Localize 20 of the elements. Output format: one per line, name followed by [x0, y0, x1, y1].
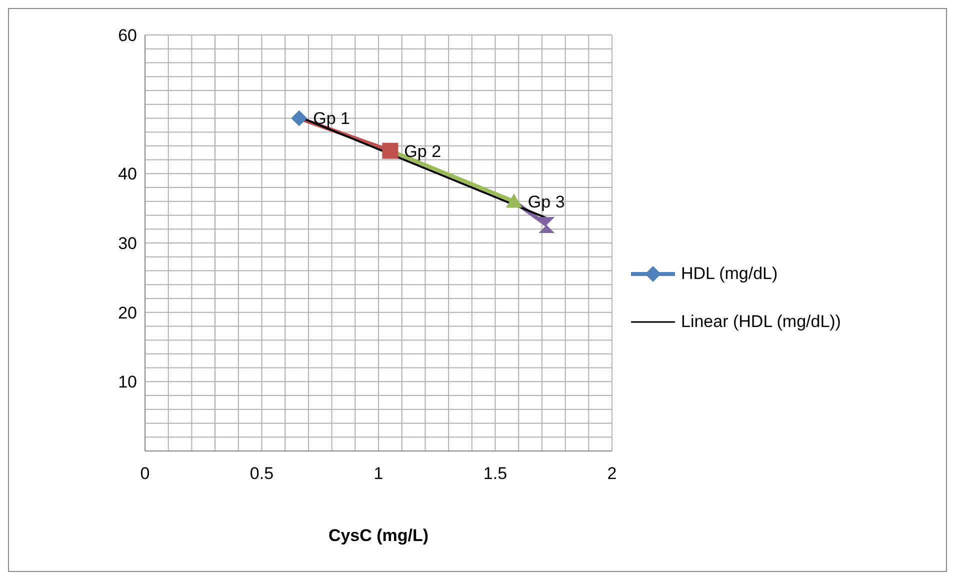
annotation: Gp 1 [313, 109, 350, 128]
y-tick-label: 40 [118, 164, 137, 184]
x-tick-label: 0 [140, 464, 150, 484]
legend-label: Linear (HDL (mg/dL)) [681, 312, 841, 332]
point [538, 216, 555, 233]
point [291, 110, 308, 126]
y-tick-label: 10 [118, 372, 137, 392]
x-axis-title: CysC (mg/L) [328, 526, 429, 545]
y-tick-label: 30 [118, 234, 137, 254]
x-tick-label: 2 [607, 464, 617, 484]
point [382, 142, 398, 159]
y-tick-label: 60 [118, 26, 137, 46]
annotation: Gp 3 [528, 192, 565, 212]
y-tick-label: 20 [118, 303, 137, 322]
point [506, 193, 522, 208]
x-tick-label: 1 [374, 464, 384, 484]
annotation: Gp 2 [404, 142, 442, 161]
x-tick-label: 1.5 [483, 464, 508, 484]
x-tick-label: 0.5 [250, 464, 274, 484]
legend-label: HDL (mg/dL) [681, 264, 778, 284]
